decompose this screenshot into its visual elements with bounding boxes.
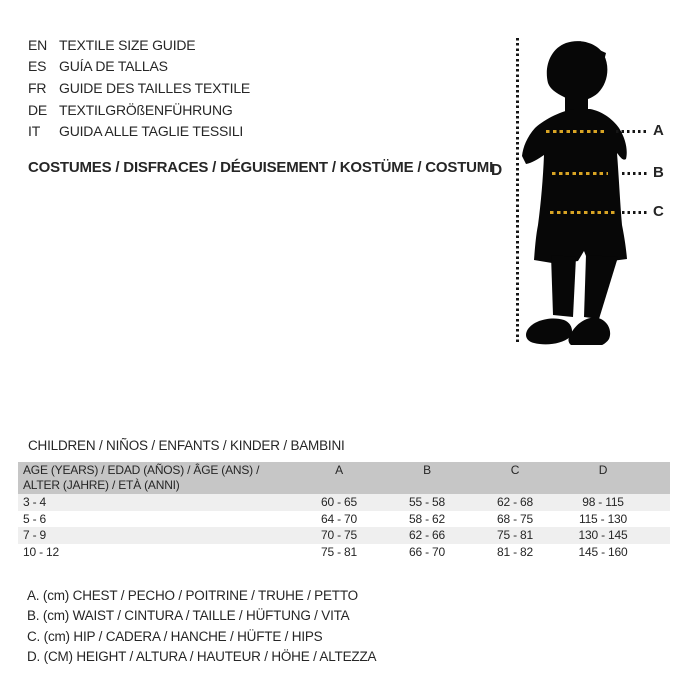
hip-cell: 75 - 81: [497, 528, 533, 543]
lang-row-en: EN TEXTILE SIZE GUIDE: [28, 34, 250, 56]
leader-dots-c: [622, 211, 648, 214]
chest-cell: 70 - 75: [321, 528, 357, 543]
table-header-row: AGE (YEARS) / EDAD (AÑOS) / ÂGE (ANS) / …: [18, 462, 670, 494]
legend-line-waist: B. (cm) WAIST / CINTURA / TAILLE / HÜFTU…: [27, 608, 350, 624]
age-header-line2: ALTER (JAHRE) / ETÀ (ANNI): [23, 478, 180, 492]
legend-line-chest: A. (cm) CHEST / PECHO / POITRINE / TRUHE…: [27, 588, 358, 603]
age-cell: 7 - 9: [23, 528, 47, 543]
chest-cell: 60 - 65: [321, 495, 357, 510]
measure-label-c: C: [653, 203, 664, 220]
legend-line-hip: C. (cm) HIP / CADERA / HANCHE / HÜFTE / …: [27, 628, 323, 644]
lang-row-de: DE TEXTILGRÖßENFÜHRUNG: [28, 99, 250, 121]
age-header-line1: AGE (YEARS) / EDAD (AÑOS) / ÂGE (ANS) /: [23, 463, 260, 477]
leader-dots-b: [622, 172, 648, 175]
lang-row-fr: FR GUIDE DES TAILLES TEXTILE: [28, 77, 250, 99]
column-header-c: C: [510, 463, 520, 477]
table-row: 7 - 9 70 - 75 62 - 66 75 - 81 130 - 145: [18, 527, 670, 544]
measurement-figure: D A B C: [483, 28, 698, 358]
age-cell: 10 - 12: [23, 544, 59, 559]
height-cell: 115 - 130: [578, 511, 628, 526]
hip-cell: 68 - 75: [497, 511, 533, 526]
lang-label: TEXTILE SIZE GUIDE: [59, 36, 196, 53]
measure-label-a: A: [653, 122, 664, 139]
lang-label: TEXTILGRÖßENFÜHRUNG: [59, 101, 233, 118]
lang-label: GUÍA DE TALLAS: [59, 58, 168, 75]
waist-dash-line-b: [552, 172, 608, 175]
column-header-a: A: [335, 463, 343, 477]
age-cell: 5 - 6: [23, 511, 47, 526]
lang-code: IT: [28, 123, 41, 140]
section-title-children: CHILDREN / NIÑOS / ENFANTS / KINDER / BA…: [28, 438, 345, 453]
size-table: AGE (YEARS) / EDAD (AÑOS) / ÂGE (ANS) / …: [18, 462, 670, 560]
waist-cell: 55 - 58: [409, 495, 445, 510]
lang-code: FR: [28, 79, 47, 96]
table-row: 10 - 12 75 - 81 66 - 70 81 - 82 145 - 16…: [18, 543, 670, 560]
waist-cell: 66 - 70: [409, 544, 445, 559]
lang-code: DE: [28, 101, 48, 118]
column-header-b: B: [423, 463, 431, 477]
height-dotted-line-d: [516, 38, 519, 345]
table-row: 3 - 4 60 - 65 55 - 58 62 - 68 98 - 115: [18, 494, 670, 511]
measurement-legend: A. (cm) CHEST / PECHO / POITRINE / TRUHE…: [27, 586, 376, 667]
category-title: COSTUMES / DISFRACES / DÉGUISEMENT / KOS…: [28, 159, 494, 176]
lang-label: GUIDA ALLE TAGLIE TESSILI: [59, 123, 244, 140]
lang-label: GUIDE DES TAILLES TEXTILE: [59, 79, 251, 96]
hip-cell: 62 - 68: [497, 495, 533, 510]
child-silhouette: [522, 41, 627, 345]
column-header-d: D: [598, 463, 608, 477]
height-cell: 98 - 115: [582, 495, 624, 510]
age-header-cell: AGE (YEARS) / EDAD (AÑOS) / ÂGE (ANS) / …: [18, 462, 295, 494]
waist-cell: 58 - 62: [409, 511, 445, 526]
hip-cell: 81 - 82: [497, 544, 533, 559]
leader-dots-a: [616, 130, 648, 133]
waist-cell: 62 - 66: [409, 528, 445, 543]
height-cell: 130 - 145: [578, 528, 628, 543]
height-cell: 145 - 160: [578, 544, 628, 559]
lang-row-es: ES GUÍA DE TALLAS: [28, 56, 250, 78]
lang-code: EN: [28, 36, 48, 53]
age-cell: 3 - 4: [23, 495, 47, 510]
chest-cell: 75 - 81: [321, 544, 357, 559]
lang-row-it: IT GUIDA ALLE TAGLIE TESSILI: [28, 120, 250, 142]
chest-dash-line-a: [546, 130, 606, 133]
measure-label-d: D: [491, 162, 502, 179]
legend-line-height: D. (CM) HEIGHT / ALTURA / HAUTEUR / HÖHE…: [27, 648, 377, 664]
lang-code: ES: [28, 58, 47, 75]
chest-cell: 64 - 70: [321, 511, 357, 526]
measure-label-b: B: [653, 164, 664, 181]
language-list: EN TEXTILE SIZE GUIDE ES GUÍA DE TALLAS …: [28, 34, 250, 142]
table-row: 5 - 6 64 - 70 58 - 62 68 - 75 115 - 130: [18, 510, 670, 527]
hip-dash-line-c: [550, 211, 616, 214]
header-filler: [647, 462, 670, 494]
